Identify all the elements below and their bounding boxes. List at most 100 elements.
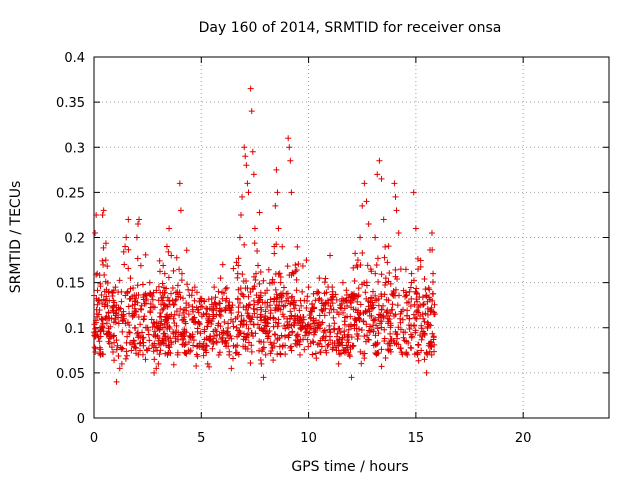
data-point <box>329 346 336 353</box>
data-point <box>244 331 251 338</box>
data-point <box>230 355 237 362</box>
data-point <box>140 316 147 323</box>
data-point <box>383 308 390 315</box>
data-point <box>272 270 279 277</box>
data-point <box>228 335 235 342</box>
data-point <box>267 307 274 314</box>
data-point <box>151 328 158 335</box>
data-point <box>128 347 135 354</box>
data-point <box>219 261 226 268</box>
data-point <box>176 180 183 187</box>
data-point <box>347 323 354 330</box>
data-point <box>199 303 206 310</box>
data-point <box>115 320 122 327</box>
data-point <box>119 328 126 335</box>
data-point <box>158 301 165 308</box>
data-point <box>192 319 199 326</box>
data-point <box>134 330 141 337</box>
data-point <box>150 319 157 326</box>
data-point <box>287 301 294 308</box>
data-point <box>408 295 415 302</box>
data-point <box>273 241 280 248</box>
data-point <box>234 295 241 302</box>
data-point <box>161 330 168 337</box>
data-point <box>430 290 437 297</box>
data-point <box>377 312 384 319</box>
data-point <box>240 293 247 300</box>
data-point <box>407 331 414 338</box>
data-point <box>335 347 342 354</box>
data-point <box>408 270 415 277</box>
data-point <box>350 264 357 271</box>
y-axis-label: SRMTID / TECUs <box>8 181 24 294</box>
data-point <box>237 329 244 336</box>
data-point <box>384 346 391 353</box>
data-point <box>325 300 332 307</box>
data-point <box>410 277 417 284</box>
data-point <box>394 302 401 309</box>
data-point <box>203 342 210 349</box>
data-point <box>240 321 247 328</box>
data-point <box>97 283 104 290</box>
data-point <box>170 267 177 274</box>
data-point <box>239 193 246 200</box>
data-point <box>374 171 381 178</box>
data-point <box>253 270 260 277</box>
data-point <box>429 330 436 337</box>
data-point <box>278 294 285 301</box>
data-point <box>213 311 220 318</box>
data-point <box>183 247 190 254</box>
data-point <box>203 335 210 342</box>
data-point <box>193 289 200 296</box>
data-point <box>185 301 192 308</box>
data-point <box>359 249 366 256</box>
data-point <box>372 316 379 323</box>
data-point <box>367 302 374 309</box>
data-point <box>427 308 434 315</box>
x-axis-label: GPS time / hours <box>291 459 408 475</box>
data-point <box>312 297 319 304</box>
data-point <box>406 326 413 333</box>
data-point <box>395 324 402 331</box>
data-point <box>118 360 125 367</box>
data-point <box>330 314 337 321</box>
data-point <box>372 332 379 339</box>
data-point <box>176 266 183 273</box>
data-point <box>426 348 433 355</box>
data-point <box>397 266 404 273</box>
data-point <box>98 315 105 322</box>
data-point <box>189 303 196 310</box>
data-point <box>234 314 241 321</box>
data-point <box>371 317 378 324</box>
data-point <box>140 334 147 341</box>
data-point <box>210 340 217 347</box>
data-point <box>276 302 283 309</box>
data-point <box>272 319 279 326</box>
data-point <box>410 311 417 318</box>
data-point <box>222 297 229 304</box>
data-point <box>117 305 124 312</box>
data-point <box>287 308 294 315</box>
data-point <box>374 255 381 262</box>
data-point <box>148 316 155 323</box>
data-point <box>245 325 252 332</box>
data-point <box>142 251 149 258</box>
data-point <box>312 325 319 332</box>
data-point <box>262 313 269 320</box>
data-point <box>147 300 154 307</box>
data-point <box>218 336 225 343</box>
data-point <box>149 296 156 303</box>
data-point <box>159 280 166 287</box>
data-point <box>291 322 298 329</box>
data-point <box>431 311 438 318</box>
data-point <box>150 304 157 311</box>
data-point <box>351 290 358 297</box>
data-point <box>247 85 254 92</box>
data-point <box>113 337 120 344</box>
data-point <box>277 273 284 280</box>
data-point <box>282 342 289 349</box>
data-point <box>316 295 323 302</box>
data-point <box>270 323 277 330</box>
data-point <box>349 297 356 304</box>
data-point <box>161 270 168 277</box>
